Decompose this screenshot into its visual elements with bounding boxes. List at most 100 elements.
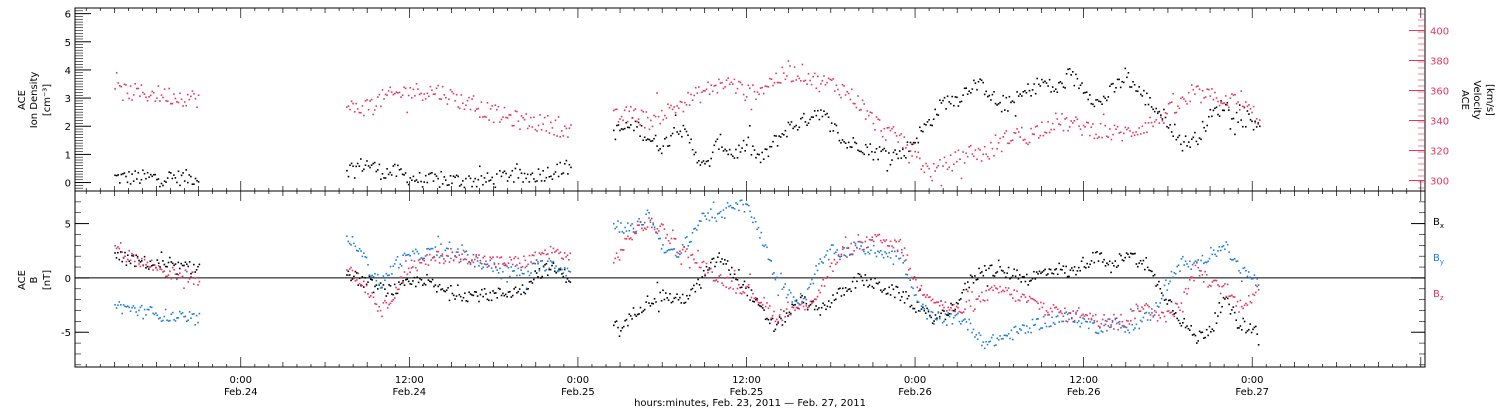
point-velocity [1198, 88, 1201, 91]
point-ion-density [769, 145, 771, 148]
point-by [833, 252, 836, 255]
point-bx [965, 288, 968, 291]
point-bz [844, 236, 847, 238]
point-bz [1024, 296, 1027, 298]
point-bx [738, 269, 740, 271]
point-by [902, 262, 904, 264]
point-by [962, 319, 965, 321]
point-bx [920, 308, 923, 310]
point-bz [194, 277, 196, 279]
point-bx [488, 299, 490, 302]
point-bx [375, 284, 378, 286]
point-ion-density [948, 101, 950, 103]
point-bz [384, 299, 386, 302]
point-bz [503, 262, 506, 264]
point-ion-density [508, 176, 510, 179]
point-velocity [920, 168, 923, 170]
point-bx [540, 277, 542, 279]
point-bz [881, 241, 883, 244]
x-tick-date-label: Feb.27 [1235, 387, 1269, 398]
point-bz [542, 252, 545, 255]
point-bz [995, 287, 997, 289]
point-ion-density [1141, 95, 1144, 97]
point-by [752, 221, 754, 224]
point-by [969, 322, 972, 325]
point-bz [770, 317, 772, 319]
point-by [190, 317, 192, 319]
point-ion-density [418, 172, 421, 174]
point-ion-density [725, 150, 728, 152]
point-bz [879, 239, 882, 242]
point-bx [427, 279, 430, 281]
point-bx [563, 268, 566, 271]
point-bz [115, 247, 118, 250]
point-bz [823, 285, 826, 287]
point-bx [721, 258, 723, 260]
point-bz [485, 260, 487, 263]
point-velocity [742, 93, 745, 96]
point-ion-density [736, 157, 739, 159]
point-bz [835, 263, 837, 266]
point-ion-density [881, 148, 884, 151]
point-ion-density [889, 163, 892, 166]
point-bz [1210, 285, 1212, 287]
point-velocity [905, 147, 907, 149]
point-by [1114, 317, 1117, 320]
point-ion-density [156, 178, 158, 181]
point-bx [615, 320, 618, 322]
point-bx [910, 304, 913, 307]
point-ion-density [1158, 110, 1161, 113]
point-ion-density [701, 161, 703, 164]
point-bx [1020, 281, 1022, 283]
point-by [686, 236, 688, 238]
point-ion-density [491, 176, 493, 179]
point-velocity [864, 118, 867, 120]
point-velocity [1106, 135, 1108, 138]
point-bz [625, 238, 628, 240]
point-velocity [1166, 112, 1168, 115]
point-bx [1250, 331, 1253, 334]
point-bx [1222, 296, 1225, 299]
point-velocity [1042, 134, 1045, 137]
point-bz [184, 269, 187, 271]
point-by [364, 256, 366, 258]
point-ion-density [849, 146, 852, 148]
point-by [711, 216, 713, 219]
point-bz [967, 290, 969, 293]
point-bz [159, 268, 161, 270]
point-bz [676, 251, 678, 254]
point-ion-density [488, 180, 490, 182]
point-bz [493, 263, 496, 266]
point-ion-density [409, 177, 412, 179]
point-bz [659, 225, 661, 227]
point-by [951, 323, 954, 325]
point-velocity [1013, 131, 1015, 134]
point-velocity [1067, 129, 1069, 132]
point-bx [707, 269, 709, 271]
point-by [1047, 314, 1049, 316]
point-velocity [1220, 102, 1222, 104]
point-by [964, 318, 966, 320]
point-velocity [852, 102, 855, 105]
point-bx [1019, 274, 1021, 276]
point-by [1131, 323, 1133, 326]
point-bx [663, 298, 666, 301]
point-bx [828, 300, 830, 302]
point-by [127, 305, 129, 307]
point-bz [167, 274, 170, 276]
point-by [475, 255, 477, 258]
point-by [379, 287, 382, 289]
point-bz [1156, 320, 1159, 322]
point-ion-density [1030, 95, 1032, 97]
point-bz [476, 257, 479, 259]
point-by [1180, 258, 1183, 260]
point-ion-density [886, 170, 889, 172]
point-bx [700, 287, 702, 289]
point-velocity [369, 100, 371, 102]
point-velocity [1172, 92, 1174, 95]
point-bx [718, 252, 720, 254]
point-ion-density [1076, 77, 1079, 80]
point-bx [805, 302, 808, 305]
point-velocity [1068, 126, 1071, 128]
